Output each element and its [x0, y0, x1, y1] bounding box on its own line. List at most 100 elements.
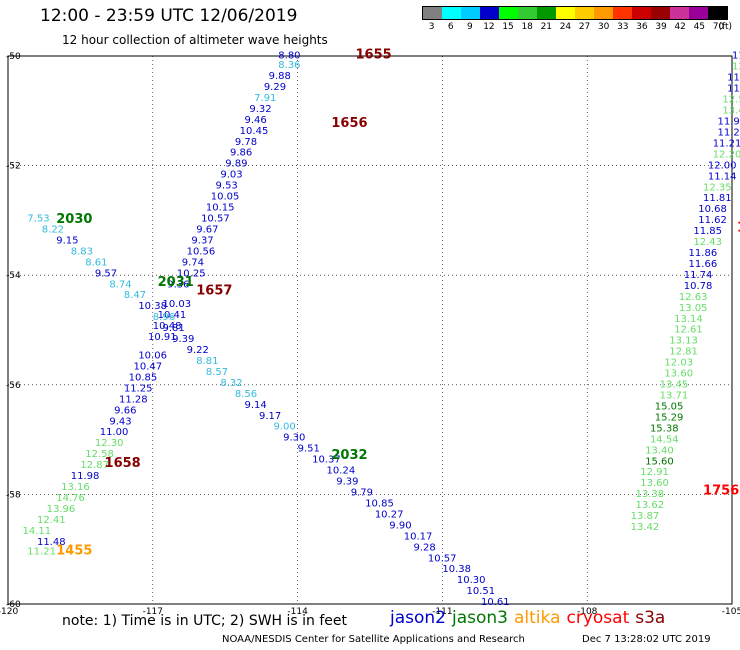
satellite-legend-s3a: s3a — [635, 608, 666, 628]
pass-time-label: 1656 — [331, 116, 367, 131]
wave-height-label: 10.85 — [129, 372, 158, 383]
wave-height-label: 9.36 — [167, 279, 189, 290]
wave-height-label: 9.37 — [191, 235, 213, 246]
wave-height-label: 11.21 — [27, 547, 56, 558]
wave-height-label: 12.43 — [693, 237, 722, 248]
wave-height-label: 11.21 — [713, 138, 740, 149]
pass-time-label: 1756 — [703, 483, 739, 498]
legend-swatch — [708, 7, 727, 19]
wave-height-label: 8.36 — [278, 60, 300, 71]
pass-time-label: 1658 — [105, 456, 141, 471]
wave-height-label: 14.54 — [650, 434, 679, 445]
wave-height-label: 9.51 — [298, 444, 320, 455]
y-tick-label: -58 — [6, 490, 21, 500]
color-scale-legend: 3 6 9 12 15 18 21 24 27 30 33 36 39 42 45 70 (ft) — [422, 6, 732, 34]
wave-height-label: 12.63 — [679, 292, 708, 303]
wave-height-label: 9.88 — [269, 71, 291, 82]
wave-height-label: 9.86 — [230, 148, 252, 159]
map-ticks: -120 -117 -114 -111 -108 -105 -50 -52 -54 -56 -58 -… — [0, 52, 740, 617]
map-grid — [7, 55, 733, 605]
wave-height-label: 11.45 — [727, 84, 740, 95]
wave-height-label: 9.79 — [351, 487, 373, 498]
wave-height-label: 13.71 — [660, 391, 689, 402]
wave-height-label: 8.56 — [235, 389, 257, 400]
wave-height-label: 8.96 — [153, 312, 175, 323]
legend-swatch-label: 33 — [617, 22, 629, 32]
legend-swatch — [670, 7, 689, 19]
wave-height-label: 11.62 — [698, 215, 727, 226]
wave-height-label: 9.14 — [245, 400, 267, 411]
wave-height-label: 10.61 — [481, 597, 510, 608]
legend-swatch-label: 45 — [693, 22, 706, 32]
x-tick-label: -108 — [577, 607, 598, 617]
pass-time-label: 1655 — [356, 48, 392, 63]
legend-swatch-label: 12 — [483, 22, 495, 32]
wave-height-label: 9.22 — [187, 345, 209, 356]
legend-swatch — [423, 7, 442, 19]
legend-swatch-label: 6 — [447, 22, 454, 32]
wave-height-label: 10.56 — [187, 246, 216, 257]
wave-height-label: 9.43 — [109, 416, 131, 427]
wave-height-label: 12.58 — [85, 449, 114, 460]
wave-height-label: 15.05 — [655, 401, 684, 412]
wave-height-label: 13.96 — [47, 504, 76, 515]
wave-height-label: 9.78 — [235, 137, 257, 148]
legend-swatch — [651, 7, 670, 19]
y-tick-label: -54 — [6, 271, 21, 281]
wave-height-label: 10.05 — [211, 192, 240, 203]
wave-height-label: 15.38 — [650, 423, 679, 434]
x-tick-label: -111 — [432, 607, 452, 617]
legend-swatch — [689, 7, 708, 19]
wave-height-label: 10.17 — [404, 531, 433, 542]
wave-height-label: 10.57 — [201, 213, 230, 224]
wave-height-label: 8.61 — [85, 257, 107, 268]
legend-swatch-label: 21 — [540, 22, 553, 32]
wave-height-label: 8.47 — [124, 290, 146, 301]
wave-height-label: 11.7 — [727, 73, 740, 84]
pass-time-label: 2032 — [331, 448, 367, 463]
wave-height-label: 9.03 — [220, 170, 242, 181]
wave-height-label: 13.05 — [679, 303, 708, 314]
wave-height-label: 12.41 — [37, 515, 66, 526]
wave-height-label: 9.57 — [95, 268, 117, 279]
wave-height-label: 15.60 — [645, 456, 674, 467]
wave-height-label: 9.39 — [336, 477, 358, 488]
wave-height-label: 10.15 — [206, 203, 235, 214]
wave-height-label: 13.60 — [640, 478, 669, 489]
legend-swatch — [518, 7, 537, 19]
wave-height-label: 8.81 — [196, 356, 218, 367]
wave-height-label: 8.57 — [206, 367, 228, 378]
wave-height-label: 13.13 — [669, 336, 698, 347]
pass-time-label: 1657 — [196, 283, 232, 298]
legend-swatch — [499, 7, 518, 19]
wave-height-label: 9.28 — [413, 542, 435, 553]
wave-height-label: 12.35 — [703, 182, 732, 193]
wave-height-label: 11.81 — [703, 193, 732, 204]
wave-height-label: 12.20 — [713, 149, 740, 160]
wave-height-label: 10.41 — [158, 310, 187, 321]
wave-height-label: 13.45 — [660, 380, 689, 391]
legend-swatch — [575, 7, 594, 19]
pass-time-label: 2031 — [158, 275, 194, 290]
legend-swatch — [556, 7, 575, 19]
wave-height-label: 11.48 — [37, 537, 66, 548]
wave-height-label: 7.53 — [27, 213, 49, 224]
wave-height-label: 11.28 — [119, 394, 148, 405]
wave-height-label: 11.85 — [693, 226, 722, 237]
legend-swatch — [632, 7, 651, 19]
wave-height-label: 9.53 — [216, 181, 238, 192]
wave-height-label: 10.85 — [365, 498, 394, 509]
color-scale-labels: 3 6 9 12 15 18 21 24 27 30 33 36 39 42 45 70 — [422, 20, 728, 34]
wave-height-label: 10.68 — [698, 204, 727, 215]
wave-height-label: 13.62 — [635, 500, 664, 511]
wave-height-label: 13.87 — [631, 511, 660, 522]
wave-height-label: 12.0 — [732, 62, 740, 73]
wave-height-label: 13.14 — [674, 314, 703, 325]
wave-height-label: 11.93 — [718, 117, 740, 128]
wave-height-label: 12.03 — [664, 358, 693, 369]
wave-height-label: 12.00 — [708, 160, 737, 171]
legend-swatch-label: 24 — [559, 22, 572, 32]
legend-swatch — [442, 7, 461, 19]
wave-height-label: 10.91 — [148, 332, 177, 343]
footer-note: note: 1) Time is in UTC; 2) SWH is in fe… — [62, 613, 348, 629]
